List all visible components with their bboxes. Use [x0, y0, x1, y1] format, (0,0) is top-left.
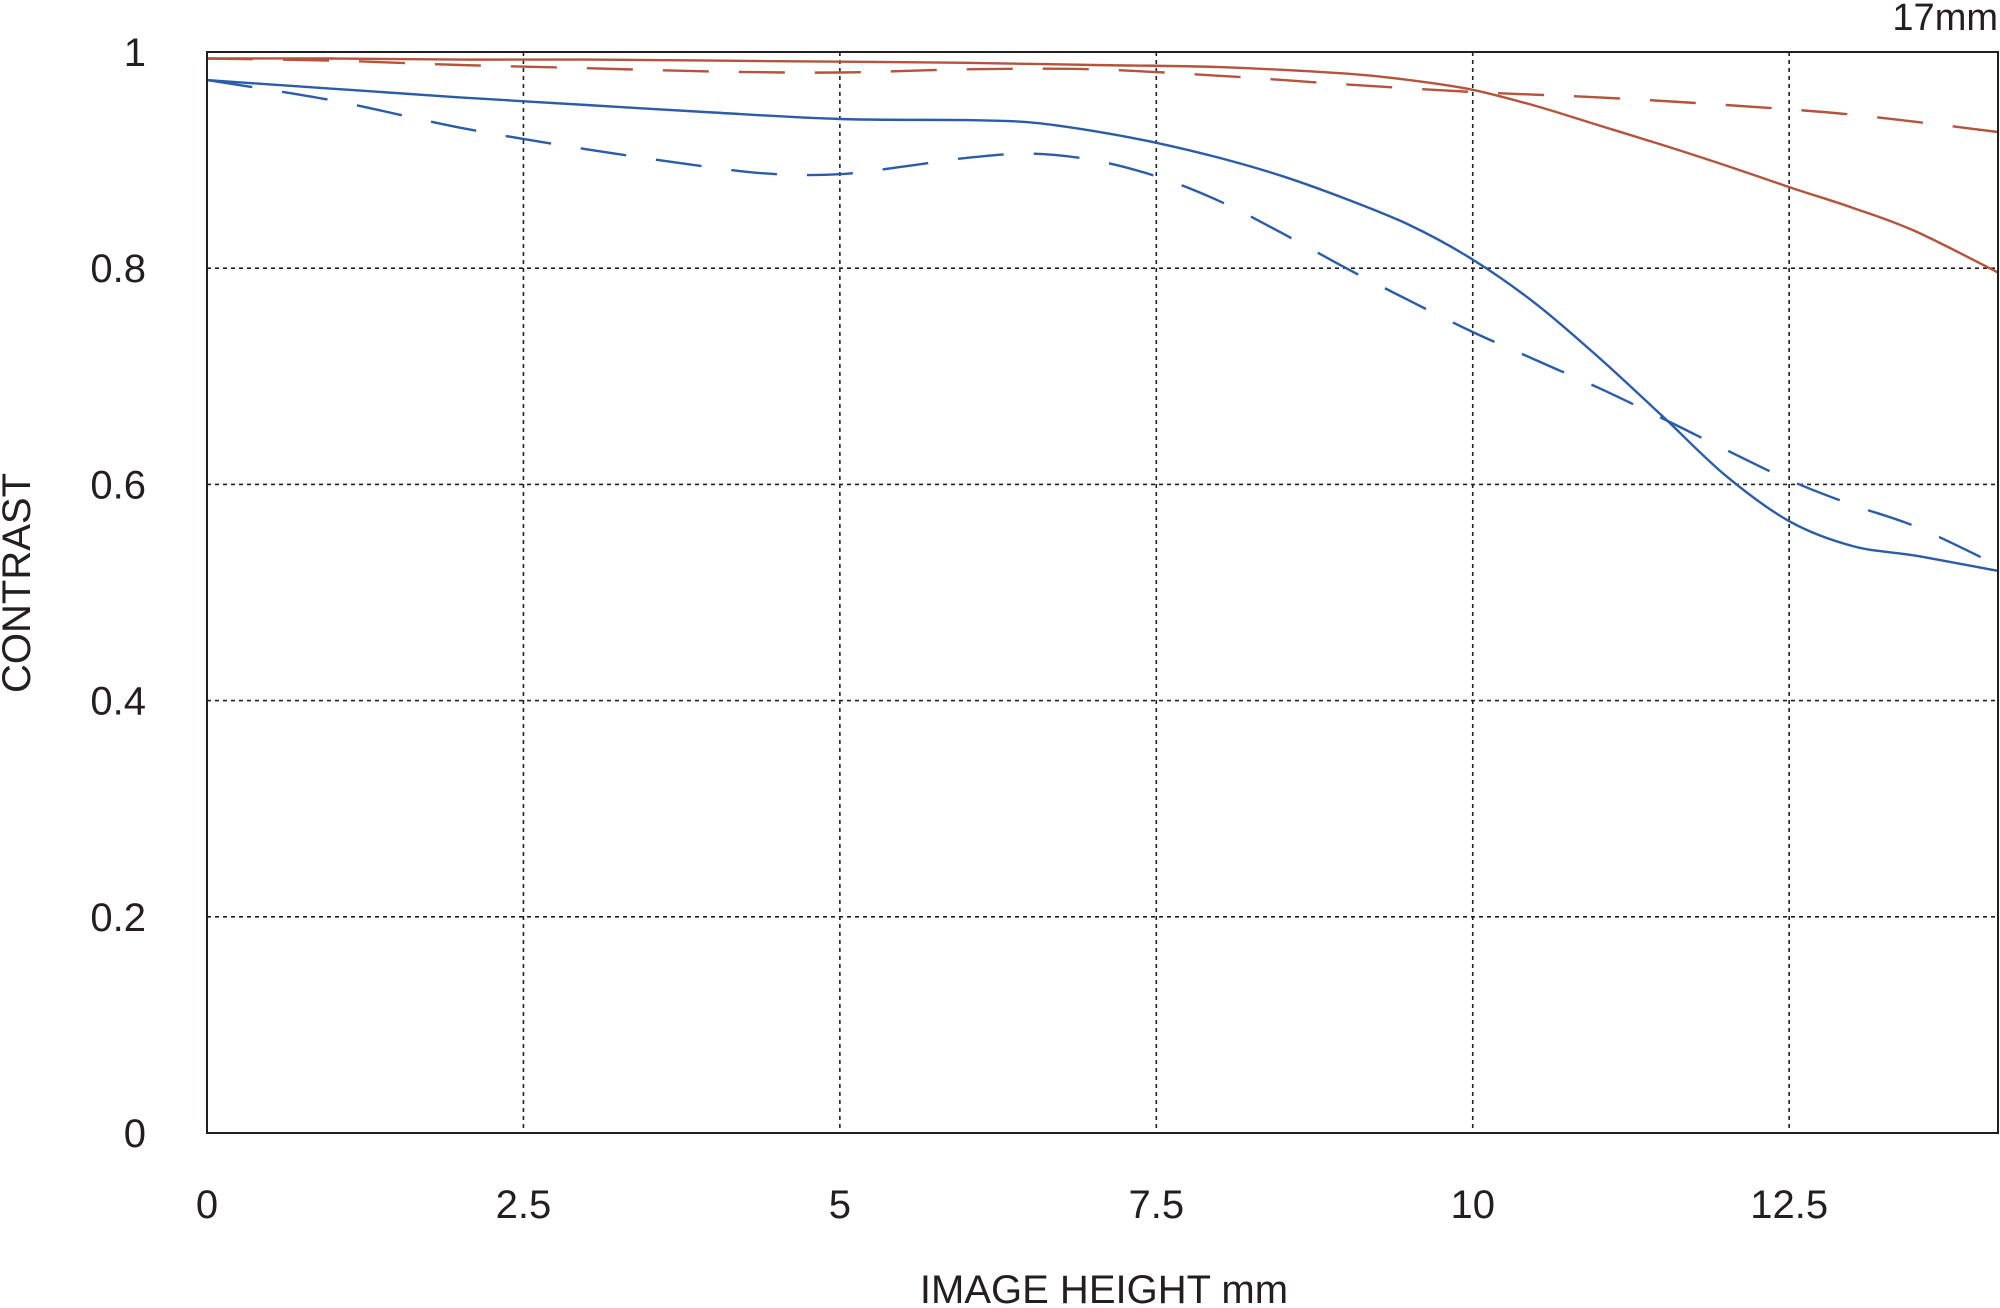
x-tick-label: 7.5 [1128, 1183, 1184, 1227]
y-tick-labels: 0 0.2 0.4 0.6 0.8 1 [90, 31, 146, 1156]
series-line-4 [206, 78, 1999, 567]
y-tick-label: 0.6 [90, 463, 146, 507]
x-tick-label: 5 [829, 1183, 851, 1227]
series-line-3 [206, 78, 1999, 573]
y-tick-label: 0.2 [90, 896, 146, 940]
y-tick-label: 0.4 [90, 680, 146, 724]
y-tick-label: 0.8 [90, 247, 146, 291]
grid-lines [207, 52, 1998, 1133]
x-tick-label: 12.5 [1750, 1183, 1828, 1227]
x-axis-title: IMAGE HEIGHT mm [920, 1268, 1288, 1308]
x-tick-label: 10 [1450, 1183, 1495, 1227]
y-tick-label: 1 [124, 31, 146, 75]
x-tick-label: 2.5 [496, 1183, 552, 1227]
series-line-1 [206, 57, 1999, 274]
y-tick-label: 0 [124, 1112, 146, 1156]
y-axis-title: CONTRAST [0, 473, 39, 693]
x-tick-label: 0 [196, 1183, 218, 1227]
series-lines [206, 57, 1999, 573]
x-tick-labels: 0 2.5 5 7.5 10 12.5 [196, 1183, 1828, 1227]
plot-frame [206, 51, 1999, 1134]
focal-length-label: 17mm [1892, 0, 1998, 39]
series-line-2 [206, 57, 1999, 134]
